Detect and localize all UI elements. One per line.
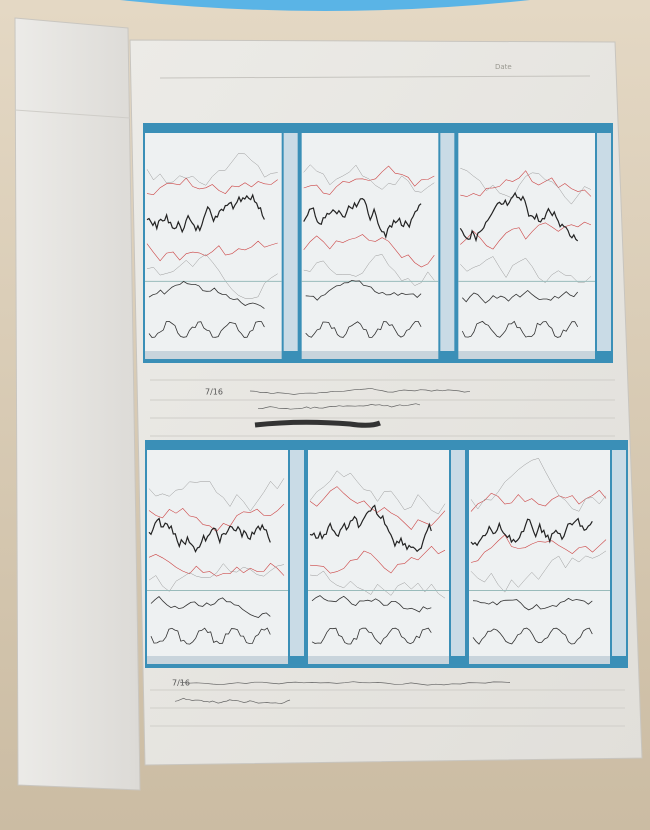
chart-panel [301, 133, 455, 359]
band [470, 534, 607, 563]
panel-footer [147, 656, 288, 664]
chart-panel [147, 450, 304, 664]
oscillator [305, 320, 422, 338]
band [148, 478, 285, 512]
price-axis [283, 133, 298, 351]
chart-panel [469, 450, 626, 664]
panel-bg [308, 450, 449, 656]
chart-panel [145, 133, 298, 359]
header-rule [159, 75, 591, 79]
oscillator [311, 627, 432, 645]
note-date: 7/16 [172, 679, 190, 688]
indicator [150, 596, 271, 618]
price-axis [612, 450, 626, 656]
band [303, 254, 435, 286]
handwriting [249, 387, 471, 395]
band [303, 164, 435, 193]
band [460, 167, 592, 205]
band [460, 221, 592, 250]
price-axis [440, 133, 455, 351]
band [146, 240, 278, 262]
panel-footer [145, 351, 282, 359]
price [303, 197, 422, 240]
panel-footer [458, 351, 595, 359]
indicator [305, 279, 422, 301]
price [146, 193, 265, 234]
indicator [311, 595, 432, 613]
band [148, 553, 285, 577]
price-axis [597, 133, 611, 351]
handwriting [257, 403, 421, 410]
date-label: Date [495, 63, 512, 71]
top-arc [120, 0, 530, 11]
notes: 7/16 7/16 [150, 379, 625, 727]
oscillator [472, 627, 593, 645]
panel-bg [147, 450, 288, 656]
band [460, 170, 592, 197]
panel-footer [308, 656, 449, 664]
price-axis [451, 450, 465, 656]
band [460, 256, 592, 284]
price-axis [290, 450, 304, 656]
panel-footer [469, 656, 610, 664]
band [146, 177, 278, 196]
oscillator [148, 320, 265, 338]
chart-panel [308, 450, 465, 664]
chart-panel [458, 133, 611, 359]
band [470, 489, 607, 512]
band [309, 545, 446, 574]
band [303, 234, 435, 268]
band [303, 165, 435, 195]
price [459, 191, 579, 243]
oscillator [150, 627, 271, 645]
oscillator [461, 320, 579, 338]
note-date: 7/16 [205, 388, 223, 397]
panel-bg [458, 133, 595, 351]
band [309, 486, 446, 530]
scribble [254, 419, 381, 428]
band [309, 470, 446, 515]
band [470, 458, 607, 512]
band [146, 254, 278, 299]
panel-bg [469, 450, 610, 656]
handwriting [179, 681, 511, 686]
indicator [472, 597, 593, 611]
left-page-line [14, 109, 131, 119]
band [148, 563, 285, 592]
price [309, 504, 432, 553]
handwriting [174, 697, 291, 704]
panel-footer [301, 351, 439, 359]
price [148, 517, 271, 554]
band [470, 550, 607, 593]
panel-bg [301, 133, 439, 351]
band [309, 570, 446, 599]
left-page [14, 17, 141, 791]
indicator [462, 289, 579, 304]
price [470, 517, 593, 547]
panel-bg [145, 133, 282, 351]
indicator [148, 280, 265, 309]
band [146, 153, 278, 186]
